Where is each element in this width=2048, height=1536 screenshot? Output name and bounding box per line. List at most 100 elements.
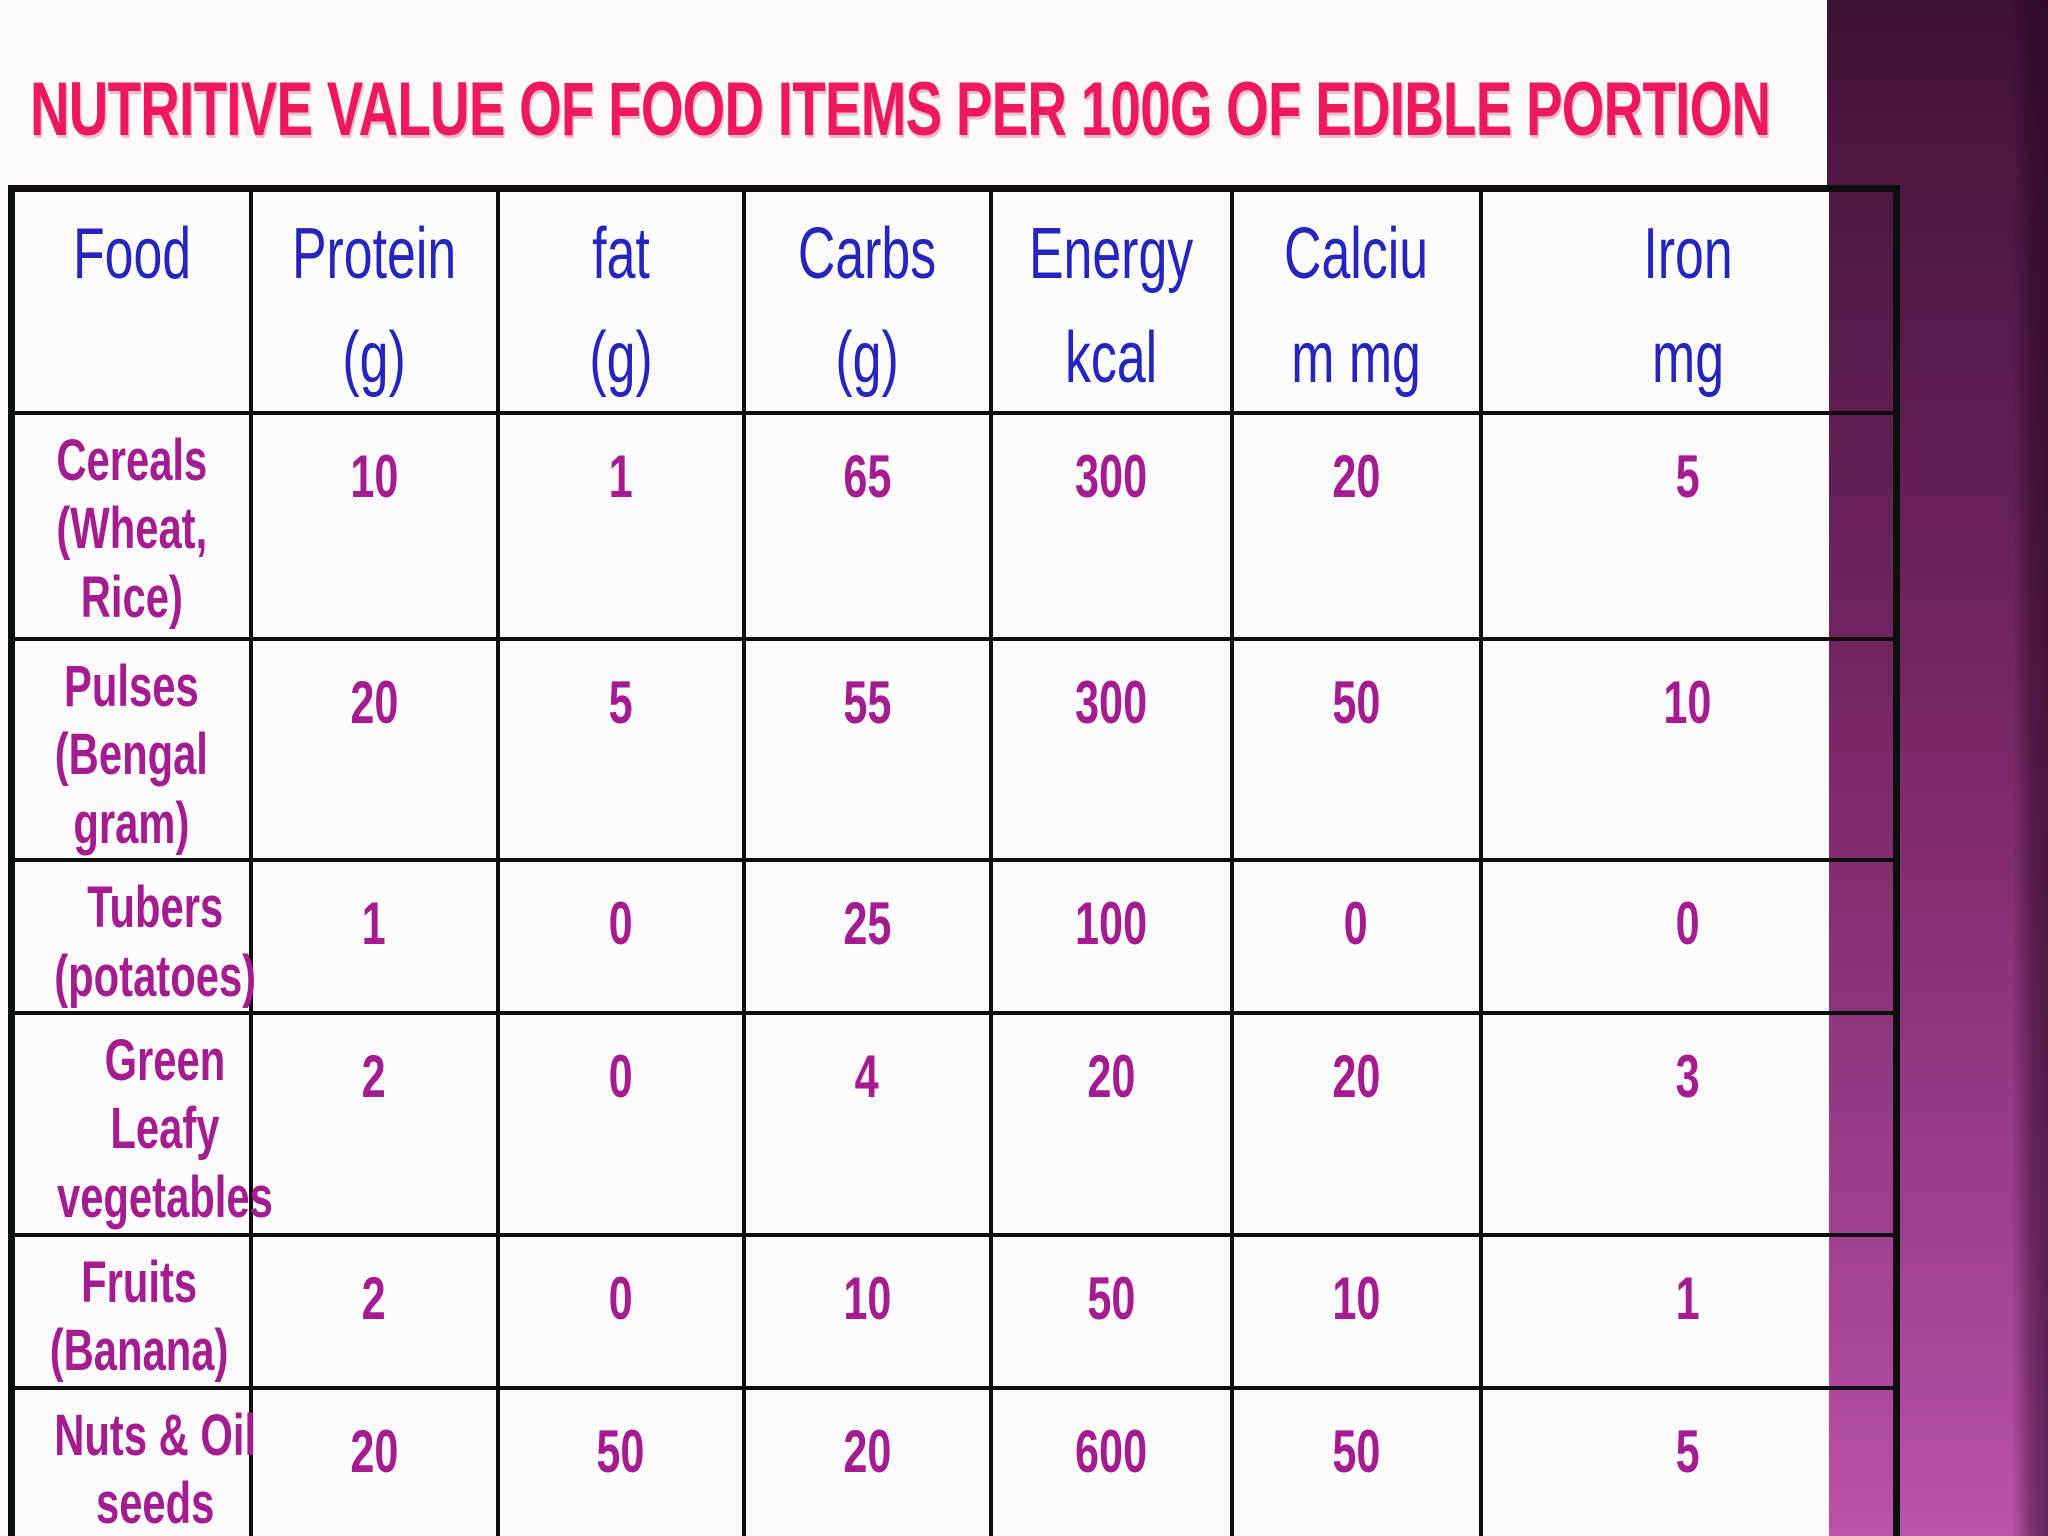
value-cell: 0	[1478, 858, 1899, 1015]
table-row-green-leafy: Green Leafy vegetables 2 0 4 20 20 3	[9, 1010, 1899, 1237]
value-cell: 20	[988, 1010, 1234, 1237]
fat-value: 0	[608, 1042, 633, 1110]
food-name-cell: Pulses (Bengal gram)	[9, 636, 253, 863]
calcium-value: 50	[1331, 1417, 1381, 1485]
value-cell: 4	[741, 1010, 993, 1237]
value-cell: 10	[1229, 1232, 1483, 1390]
header-label: Iron mg	[1643, 214, 1733, 399]
protein-value: 20	[349, 668, 399, 736]
value-cell: 3	[1478, 1010, 1899, 1237]
fat-value: 5	[608, 668, 633, 736]
value-cell: 10	[741, 1232, 993, 1390]
calcium-value: 50	[1331, 668, 1381, 736]
header-cell-iron: Iron mg	[1478, 186, 1899, 415]
fat-value: 0	[608, 890, 633, 958]
carbs-value: 20	[842, 1417, 892, 1485]
nutritive-value-table: Food Protein (g) fat (g) Carbs (g) Energ…	[8, 185, 1900, 1536]
table-row-fruits: Fruits (Banana) 2 0 10 50 10 1	[9, 1232, 1899, 1390]
food-name-cell: Tubers (potatoes)	[9, 858, 256, 1015]
header-cell-fat: fat (g)	[495, 186, 746, 415]
header-cell-calcium: Calciu m mg	[1229, 186, 1483, 415]
food-name: Nuts & Oil seeds	[54, 1402, 257, 1536]
header-cell-energy: Energy kcal	[988, 186, 1234, 415]
slide-title: NUTRITIVE VALUE OF FOOD ITEMS PER 100G O…	[30, 67, 1771, 152]
iron-value: 1	[1675, 1264, 1700, 1332]
header-label: Carbs (g)	[797, 214, 937, 399]
iron-value: 10	[1663, 668, 1712, 736]
carbs-value: 65	[842, 442, 892, 510]
table-row-nuts-oil-seeds: Nuts & Oil seeds 20 50 20 600 50 5	[9, 1385, 1899, 1536]
value-cell: 50	[988, 1232, 1234, 1390]
header-label: Energy kcal	[1028, 214, 1194, 399]
iron-value: 5	[1675, 1417, 1700, 1485]
value-cell: 0	[495, 1232, 746, 1390]
value-cell: 55	[741, 636, 993, 863]
food-name-cell: Nuts & Oil seeds	[9, 1385, 256, 1536]
value-cell: 20	[248, 636, 500, 863]
value-cell: 5	[495, 636, 746, 863]
carbs-value: 55	[842, 668, 892, 736]
protein-value: 20	[349, 1417, 399, 1485]
value-cell: 50	[1229, 1385, 1483, 1536]
energy-value: 50	[1086, 1264, 1136, 1332]
calcium-value: 10	[1331, 1264, 1381, 1332]
energy-value: 100	[1074, 890, 1148, 958]
food-name: Pulses (Bengal gram)	[55, 653, 209, 856]
calcium-value: 20	[1331, 442, 1381, 510]
table-row-cereals: Cereals (Wheat, Rice) 10 1 65 300 20 5	[9, 410, 1899, 641]
value-cell: 25	[741, 858, 993, 1015]
energy-value: 600	[1074, 1417, 1148, 1485]
value-cell: 300	[988, 636, 1234, 863]
food-name: Tubers (potatoes)	[54, 875, 257, 1009]
value-cell: 0	[1229, 858, 1483, 1015]
food-name-cell: Cereals (Wheat, Rice)	[9, 410, 253, 641]
food-name-cell: Fruits (Banana)	[9, 1232, 253, 1390]
food-name: Cereals (Wheat, Rice)	[56, 427, 208, 630]
calcium-value: 0	[1343, 890, 1369, 958]
header-label: Protein (g)	[291, 214, 457, 399]
value-cell: 2	[248, 1010, 500, 1237]
food-name: Green Leafy vegetables	[56, 1027, 273, 1230]
value-cell: 0	[495, 1010, 746, 1237]
header-cell-carbs: Carbs (g)	[741, 186, 993, 415]
iron-value: 3	[1675, 1042, 1700, 1110]
value-cell: 20	[1229, 1010, 1483, 1237]
value-cell: 10	[248, 410, 500, 641]
carbs-value: 4	[854, 1042, 880, 1110]
energy-value: 300	[1074, 442, 1148, 510]
value-cell: 5	[1478, 1385, 1899, 1536]
energy-value: 300	[1074, 668, 1148, 736]
carbs-value: 10	[842, 1264, 892, 1332]
table-row-tubers: Tubers (potatoes) 1 0 25 100 0 0	[9, 858, 1899, 1015]
value-cell: 600	[988, 1385, 1234, 1536]
value-cell: 1	[495, 410, 746, 641]
value-cell: 5	[1478, 410, 1899, 641]
iron-value: 5	[1675, 442, 1700, 510]
protein-value: 2	[361, 1264, 387, 1332]
header-cell-protein: Protein (g)	[248, 186, 500, 415]
value-cell: 20	[1229, 410, 1483, 641]
value-cell: 20	[741, 1385, 993, 1536]
calcium-value: 20	[1331, 1042, 1381, 1110]
header-label: Calciu m mg	[1283, 214, 1429, 399]
fat-value: 50	[596, 1417, 645, 1485]
value-cell: 100	[988, 858, 1234, 1015]
header-cell-food: Food	[9, 186, 253, 415]
iron-value: 0	[1675, 890, 1700, 958]
protein-value: 10	[349, 442, 399, 510]
value-cell: 2	[248, 1232, 500, 1390]
table-row-pulses: Pulses (Bengal gram) 20 5 55 300 50 10	[9, 636, 1899, 863]
protein-value: 1	[361, 890, 387, 958]
energy-value: 20	[1086, 1042, 1136, 1110]
value-cell: 0	[495, 858, 746, 1015]
value-cell: 20	[248, 1385, 500, 1536]
fat-value: 1	[608, 442, 633, 510]
value-cell: 65	[741, 410, 993, 641]
protein-value: 2	[361, 1042, 387, 1110]
value-cell: 50	[495, 1385, 746, 1536]
value-cell: 1	[248, 858, 500, 1015]
food-name: Fruits (Banana)	[49, 1249, 229, 1384]
fat-value: 0	[608, 1264, 633, 1332]
value-cell: 300	[988, 410, 1234, 641]
